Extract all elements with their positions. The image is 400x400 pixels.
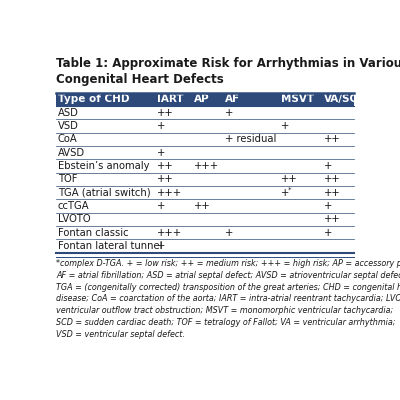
Text: ccTGA: ccTGA — [58, 201, 89, 211]
Bar — [56, 200, 354, 213]
Text: TOF: TOF — [58, 174, 77, 184]
Bar — [56, 213, 354, 226]
Text: *complex D-TGA. + = low risk; ++ = medium risk; +++ = high risk; AP = accessory : *complex D-TGA. + = low risk; ++ = mediu… — [56, 259, 400, 339]
Text: Fontan classic: Fontan classic — [58, 228, 128, 238]
Text: +++: +++ — [157, 228, 182, 238]
Text: +: + — [324, 201, 333, 211]
Text: +: + — [157, 241, 165, 251]
Text: +: + — [281, 188, 289, 198]
Text: ++: ++ — [157, 174, 174, 184]
Text: ++: ++ — [324, 174, 341, 184]
Text: ++: ++ — [194, 201, 211, 211]
Bar — [56, 146, 354, 159]
Text: VA/SCD: VA/SCD — [324, 94, 367, 104]
Text: ++: ++ — [157, 161, 174, 171]
Text: AP: AP — [194, 94, 210, 104]
Text: IART: IART — [157, 94, 184, 104]
Text: +: + — [324, 228, 333, 238]
Text: CoA: CoA — [58, 134, 78, 144]
Bar — [56, 133, 354, 146]
Text: MSVT: MSVT — [281, 94, 314, 104]
Text: + residual: + residual — [225, 134, 276, 144]
Text: ++: ++ — [281, 174, 298, 184]
Text: +: + — [225, 228, 234, 238]
Bar — [56, 106, 354, 119]
Text: LVOTO: LVOTO — [58, 214, 90, 224]
Text: +: + — [281, 121, 289, 131]
Text: +: + — [157, 148, 165, 158]
Text: VSD: VSD — [58, 121, 79, 131]
Bar — [56, 119, 354, 133]
Text: ++: ++ — [324, 134, 341, 144]
Text: *: * — [288, 187, 291, 193]
Text: ++: ++ — [324, 214, 341, 224]
Text: +: + — [157, 121, 165, 131]
Text: Table 1: Approximate Risk for Arrhythmias in Various
Congenital Heart Defects: Table 1: Approximate Risk for Arrhythmia… — [56, 57, 400, 86]
Text: AF: AF — [225, 94, 240, 104]
Text: +++: +++ — [194, 161, 219, 171]
Bar — [56, 186, 354, 200]
Text: ASD: ASD — [58, 108, 79, 118]
Text: AVSD: AVSD — [58, 148, 85, 158]
Text: ++: ++ — [324, 188, 341, 198]
Text: +: + — [225, 108, 234, 118]
Bar — [56, 159, 354, 173]
Text: TGA (atrial switch): TGA (atrial switch) — [58, 188, 150, 198]
Text: Ebstein’s anomaly: Ebstein’s anomaly — [58, 161, 149, 171]
Text: Type of CHD: Type of CHD — [58, 94, 129, 104]
Text: Fontan lateral tunnel: Fontan lateral tunnel — [58, 241, 162, 251]
Text: ++: ++ — [157, 108, 174, 118]
Bar — [56, 240, 354, 253]
Text: +: + — [324, 161, 333, 171]
Bar — [56, 93, 354, 106]
Text: +: + — [157, 201, 165, 211]
Bar — [56, 226, 354, 240]
Bar — [56, 173, 354, 186]
Text: +++: +++ — [157, 188, 182, 198]
